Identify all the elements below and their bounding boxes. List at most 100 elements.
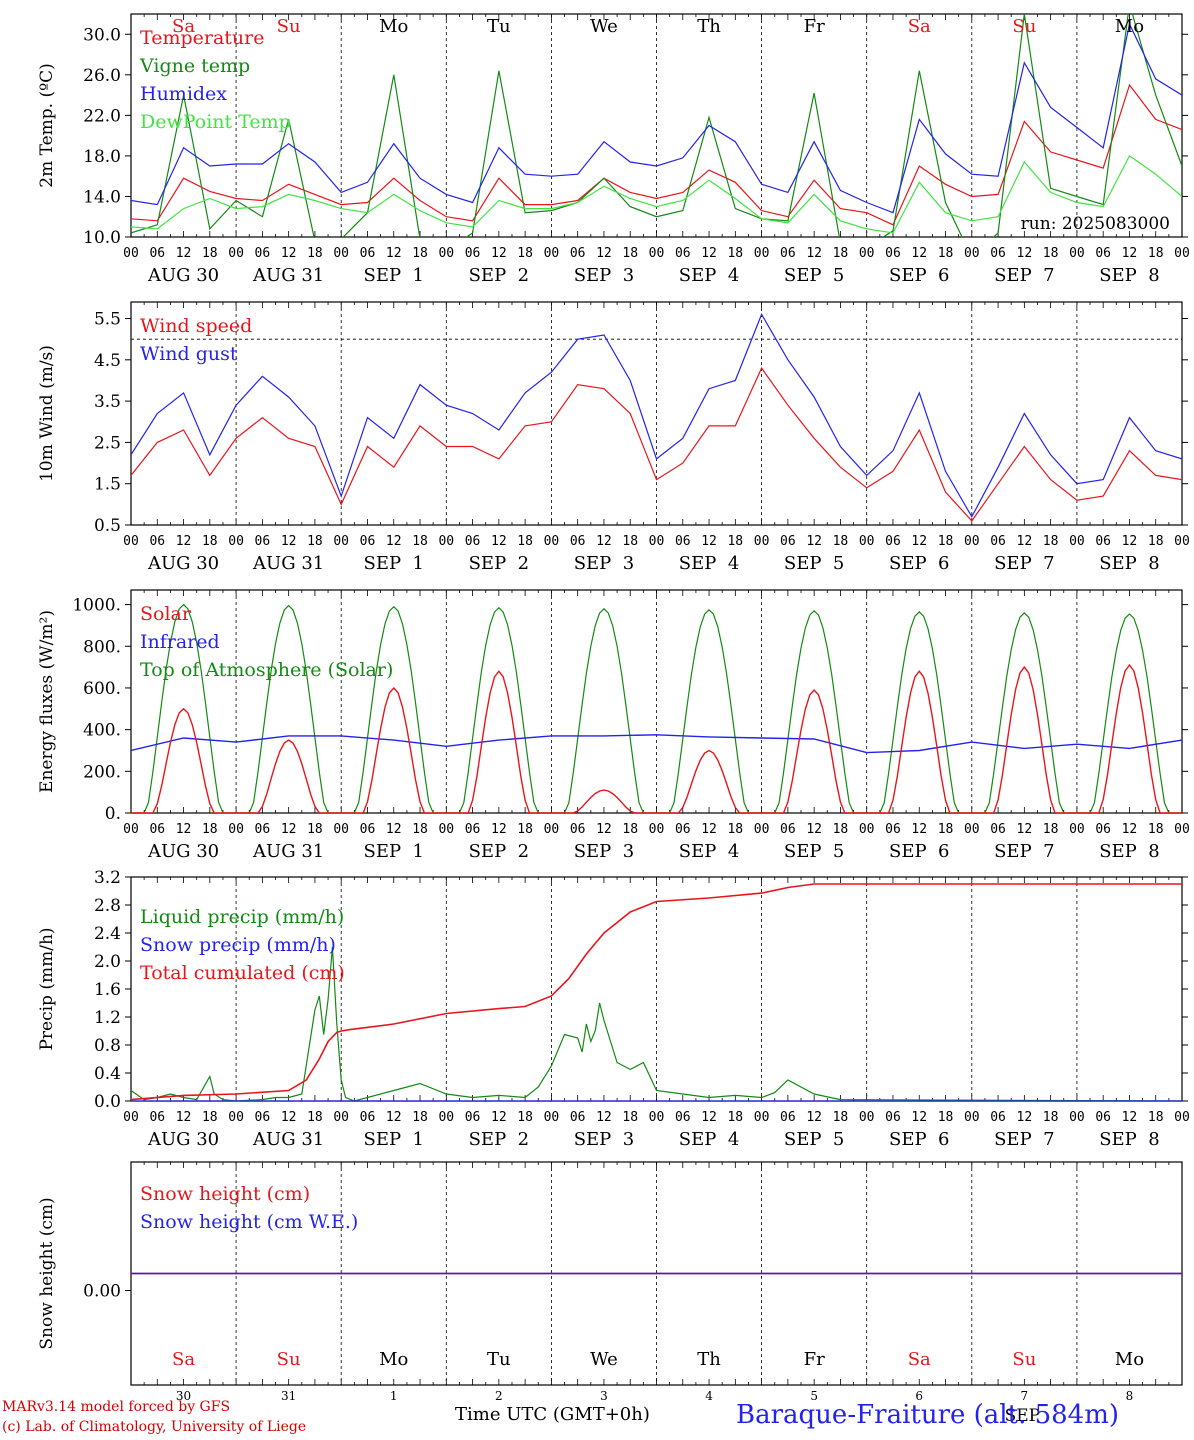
series-line-infrared (131, 734, 1182, 754)
hour-tick-label: 00 (1069, 534, 1085, 549)
date-label: SEP 6 (889, 553, 949, 574)
hour-tick-label: 18 (517, 534, 533, 549)
hour-tick-label: 18 (1148, 822, 1164, 837)
hour-tick-label: 00 (333, 534, 349, 549)
hour-tick-label: 12 (281, 1110, 297, 1125)
weekday-label: Mo (1115, 16, 1144, 37)
date-label: SEP 1 (364, 1129, 424, 1150)
weekday-label: Su (277, 16, 301, 37)
hour-tick-label: 12 (491, 822, 507, 837)
y-axis-label: Snow height (cm) (37, 1197, 57, 1349)
y-tick-label: 2.4 (94, 924, 121, 944)
weekday-label: Sa (172, 16, 195, 37)
hour-tick-label: 06 (990, 534, 1006, 549)
hour-tick-label: 12 (1122, 246, 1138, 261)
hour-tick-label: 18 (727, 534, 743, 549)
hour-tick-label: 12 (1122, 534, 1138, 549)
hour-tick-label: 12 (176, 534, 192, 549)
hour-tick-label: 18 (307, 822, 323, 837)
hour-tick-label: 18 (1148, 534, 1164, 549)
hour-tick-label: 06 (990, 1110, 1006, 1125)
hour-tick-label: 06 (149, 822, 165, 837)
hour-tick-label: 06 (780, 534, 796, 549)
y-tick-label: 18.0 (83, 147, 121, 167)
hour-tick-label: 00 (1174, 534, 1190, 549)
legend-entry: Humidex (140, 83, 227, 105)
hour-tick-label: 18 (622, 246, 638, 261)
hour-tick-label: 06 (149, 246, 165, 261)
hour-tick-label: 12 (1017, 246, 1033, 261)
series-line-temperature (131, 83, 1182, 226)
date-label: AUG 31 (252, 1129, 324, 1150)
hour-tick-label: 00 (1174, 1110, 1190, 1125)
hour-tick-label: 00 (1174, 246, 1190, 261)
date-label: SEP 5 (784, 1129, 844, 1150)
hour-tick-label: 06 (360, 534, 376, 549)
hour-tick-label: 00 (649, 246, 665, 261)
hour-tick-label: 12 (806, 246, 822, 261)
date-label: SEP 2 (469, 553, 529, 574)
y-tick-label: 0. (105, 804, 121, 824)
hour-tick-label: 00 (228, 246, 244, 261)
hour-tick-label: 12 (1017, 822, 1033, 837)
legend-entry: Temperature (140, 27, 264, 49)
panel-1 (125, 13, 1188, 238)
hour-tick-label: 12 (386, 1110, 402, 1125)
hour-tick-label: 00 (649, 822, 665, 837)
hour-tick-label: 12 (491, 246, 507, 261)
hour-tick-label: 18 (833, 246, 849, 261)
date-label: SEP 4 (679, 841, 739, 862)
legend-entry: Wind speed (140, 315, 252, 337)
date-label: SEP 8 (1099, 1129, 1159, 1150)
y-tick-label: 2.5 (94, 433, 121, 453)
date-label: SEP 6 (889, 265, 949, 286)
hour-tick-label: 12 (911, 534, 927, 549)
date-label: AUG 30 (147, 265, 219, 286)
hour-tick-label: 06 (255, 534, 271, 549)
y-tick-label: 0.4 (94, 1064, 121, 1084)
hour-tick-label: 12 (806, 1110, 822, 1125)
date-label: SEP 4 (679, 265, 739, 286)
hour-tick-label: 00 (544, 246, 560, 261)
y-tick-label: 2.0 (94, 952, 121, 972)
date-label: SEP 3 (574, 265, 634, 286)
hour-tick-label: 18 (202, 534, 218, 549)
date-label: AUG 30 (147, 1129, 219, 1150)
hour-tick-label: 06 (675, 534, 691, 549)
date-label: SEP 4 (679, 1129, 739, 1150)
hour-tick-label: 18 (517, 1110, 533, 1125)
hour-tick-label: 12 (911, 1110, 927, 1125)
weekday-label-bottom: Sa (908, 1349, 931, 1370)
hour-tick-label: 18 (412, 534, 428, 549)
hour-tick-label: 12 (176, 822, 192, 837)
hour-tick-label: 18 (938, 534, 954, 549)
y-tick-label: 1.6 (94, 980, 121, 1000)
hour-tick-label: 00 (964, 246, 980, 261)
panel-2 (125, 301, 1188, 526)
hour-tick-label: 06 (885, 534, 901, 549)
series-line-solar (131, 663, 1182, 813)
series-line-vigne-temp (131, 14, 1182, 237)
y-tick-label: 14.0 (83, 187, 121, 207)
y-tick-label: 1.2 (94, 1008, 121, 1028)
hour-tick-label: 18 (1148, 246, 1164, 261)
series-line-total-cumulated-cm (131, 883, 1182, 1101)
hour-tick-label: 06 (990, 246, 1006, 261)
date-label: SEP 3 (574, 1129, 634, 1150)
weekday-label: Mo (379, 16, 408, 37)
hour-tick-label: 18 (412, 822, 428, 837)
day-number-label: 6 (915, 1389, 923, 1403)
hour-tick-label: 00 (964, 822, 980, 837)
hour-tick-label: 00 (649, 534, 665, 549)
y-tick-label: 800. (83, 637, 121, 657)
hour-tick-label: 06 (1095, 822, 1111, 837)
legend-entry: Total cumulated (cm) (140, 962, 345, 984)
hour-tick-label: 00 (123, 246, 139, 261)
hour-tick-label: 12 (1122, 1110, 1138, 1125)
hour-tick-label: 12 (386, 246, 402, 261)
date-label: AUG 30 (147, 553, 219, 574)
y-tick-label: 22.0 (83, 106, 121, 126)
hour-tick-label: 18 (202, 1110, 218, 1125)
hour-tick-label: 06 (465, 246, 481, 261)
hour-tick-label: 18 (1043, 534, 1059, 549)
